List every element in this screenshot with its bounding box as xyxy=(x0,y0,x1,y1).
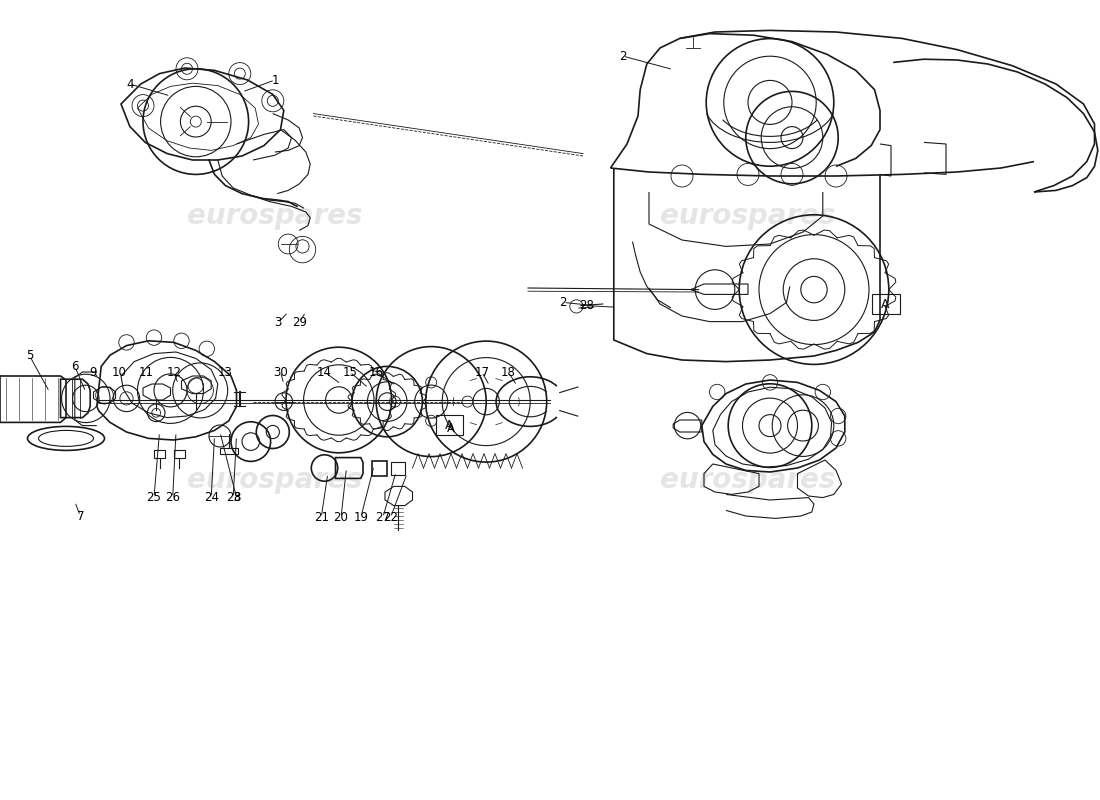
Text: eurospares: eurospares xyxy=(660,466,836,494)
Text: 1: 1 xyxy=(272,74,278,86)
Text: 2: 2 xyxy=(560,296,566,309)
Text: 12: 12 xyxy=(166,366,182,378)
Text: 6: 6 xyxy=(72,360,78,373)
Text: 26: 26 xyxy=(165,491,180,504)
Text: 8: 8 xyxy=(233,491,240,504)
Text: 14: 14 xyxy=(317,366,332,378)
Text: 5: 5 xyxy=(26,350,33,362)
Text: 18: 18 xyxy=(500,366,516,378)
Text: 25: 25 xyxy=(146,491,162,504)
Text: 7: 7 xyxy=(77,510,84,522)
Text: eurospares: eurospares xyxy=(187,466,363,494)
Text: 11: 11 xyxy=(139,366,154,378)
Text: 27: 27 xyxy=(375,511,390,524)
Text: 30: 30 xyxy=(273,366,288,378)
Text: A: A xyxy=(447,422,455,434)
Text: 13: 13 xyxy=(218,366,233,378)
Text: 28: 28 xyxy=(579,299,594,312)
Text: 9: 9 xyxy=(90,366,97,378)
Text: 21: 21 xyxy=(314,511,329,524)
Text: 19: 19 xyxy=(353,511,369,524)
Text: 3: 3 xyxy=(275,316,282,329)
Text: 20: 20 xyxy=(333,511,349,524)
Text: A: A xyxy=(881,298,890,310)
Text: A: A xyxy=(444,419,453,432)
Text: 23: 23 xyxy=(226,491,241,504)
Text: 22: 22 xyxy=(383,511,398,524)
Text: 2: 2 xyxy=(619,50,626,62)
Text: eurospares: eurospares xyxy=(187,202,363,230)
Text: 17: 17 xyxy=(474,366,490,378)
Text: 4: 4 xyxy=(126,78,133,90)
Text: 29: 29 xyxy=(292,316,307,329)
Text: 10: 10 xyxy=(111,366,126,378)
Text: 16: 16 xyxy=(368,366,384,378)
Text: eurospares: eurospares xyxy=(660,202,836,230)
Text: 15: 15 xyxy=(342,366,358,378)
Text: 24: 24 xyxy=(204,491,219,504)
